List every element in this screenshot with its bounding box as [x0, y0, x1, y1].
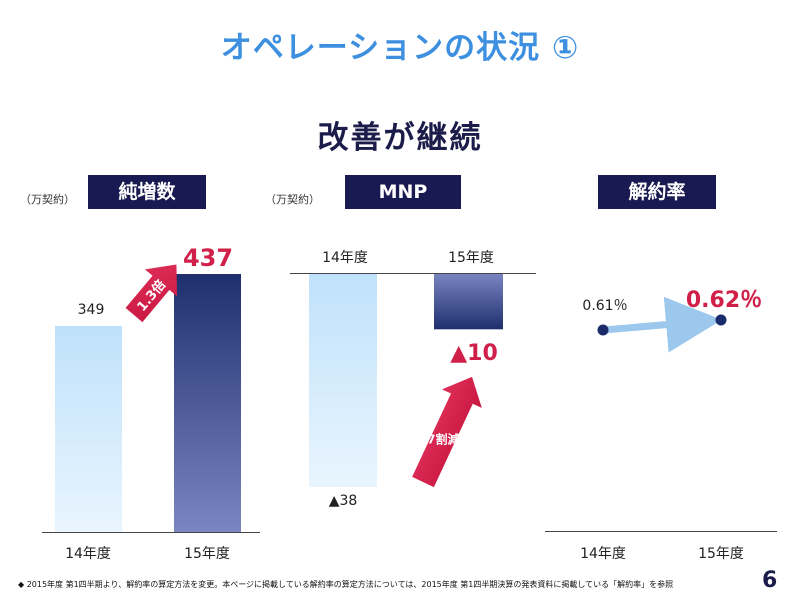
- header-net-adds: 純増数: [88, 175, 206, 209]
- baseline-net-adds: [42, 532, 260, 533]
- unit-label-net-adds: （万契約）: [20, 193, 75, 206]
- value-label-churn-15: 0.62％: [685, 288, 763, 313]
- reduction-arrow: 7割減: [412, 376, 482, 488]
- bar-mnp-15: [434, 273, 503, 330]
- tick-label-mnp-14: 14年度: [322, 250, 368, 266]
- value-label-mnp-14: ▲38: [328, 493, 358, 509]
- value-label-mnp-15: ▲10: [450, 341, 498, 366]
- tick-label-net-adds-15: 15年度: [184, 546, 230, 562]
- point-churn-15: [715, 314, 727, 326]
- footnote: ◆ 2015年度 第1四半期より、解約率の算定方法を変更。本ページに掲載している…: [18, 580, 674, 589]
- bar-mnp-14: [309, 273, 377, 487]
- page-number: 6: [762, 568, 778, 593]
- churn-trend-arrow: [603, 296, 722, 353]
- baseline-churn: [545, 531, 777, 532]
- tick-label-net-adds-14: 14年度: [65, 546, 111, 562]
- value-label-net-adds-14: 349: [77, 302, 105, 318]
- tick-label-mnp-15: 15年度: [448, 250, 494, 266]
- header-mnp: MNP: [345, 175, 461, 209]
- point-churn-14: [597, 324, 609, 336]
- chart-net-adds: 1.3倍 349 437 14年度 15年度: [0, 0, 270, 600]
- reduction-arrow-label: 7割減: [427, 431, 459, 446]
- header-churn-rate: 解約率: [598, 175, 716, 209]
- baseline-mnp: [290, 273, 536, 274]
- page-title: オペレーションの状況 ①: [220, 30, 580, 66]
- tick-label-churn-15: 15年度: [698, 546, 744, 562]
- page-subtitle: 改善が継続: [317, 120, 483, 156]
- unit-label-mnp: （万契約）: [265, 193, 320, 206]
- bar-net-adds-15: [174, 274, 241, 532]
- value-label-churn-14: 0.61％: [582, 298, 628, 314]
- value-label-net-adds-15: 437: [182, 244, 234, 272]
- bar-net-adds-14: [55, 325, 122, 532]
- tick-label-churn-14: 14年度: [580, 546, 626, 562]
